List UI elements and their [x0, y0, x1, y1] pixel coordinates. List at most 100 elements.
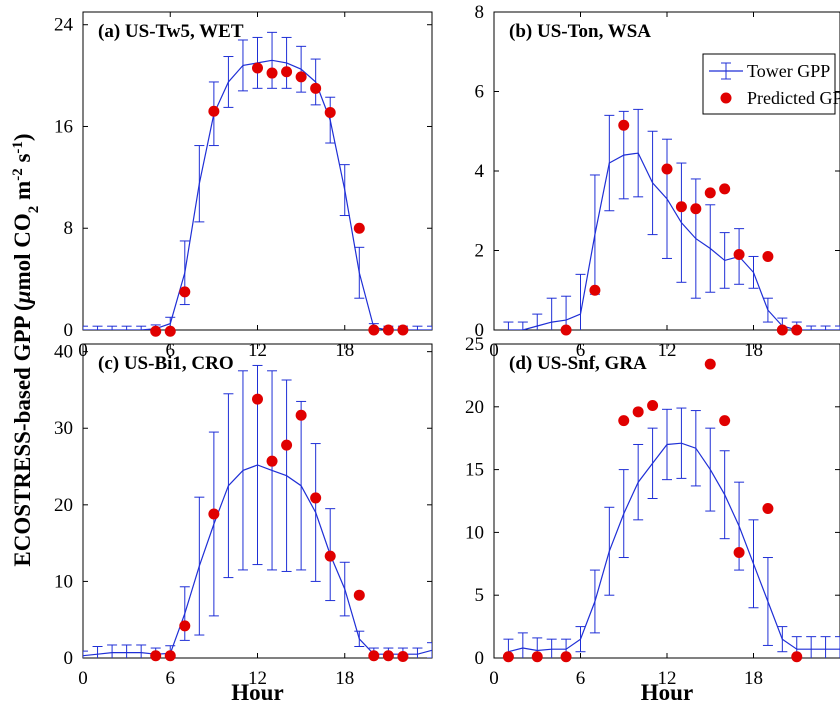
- chart-panel-4: 0 6 12 18 0 5 10 15 20 25 (d) US-Snf, GRA Hour: [465, 334, 840, 705]
- panel-title: (a) US-Tw5, WET: [98, 21, 244, 42]
- predicted-gpp-point: [266, 67, 278, 79]
- x-tick-label: 18: [744, 340, 763, 361]
- predicted-gpp-point: [179, 286, 191, 298]
- x-tick-label: 12: [248, 668, 267, 689]
- legend-entry-tower: Tower GPP: [747, 61, 830, 81]
- y-tick-label: 25: [465, 334, 484, 355]
- x-axis-label: Hour: [231, 680, 283, 705]
- predicted-gpp-point: [560, 324, 572, 336]
- y-tick-label: 0: [475, 648, 485, 669]
- plot-frame: [493, 343, 840, 659]
- y-tick-label: 24: [54, 15, 74, 36]
- predicted-gpp-point: [324, 106, 336, 118]
- legend: Tower GPP Predicted GPP: [702, 53, 840, 115]
- predicted-gpp-point: [618, 415, 630, 427]
- x-axis-label: Hour: [641, 680, 693, 705]
- x-tick-label: 0: [78, 668, 88, 689]
- predicted-gpp-point: [164, 325, 176, 337]
- predicted-gpp-point: [791, 324, 803, 336]
- y-tick-label: 6: [475, 82, 485, 103]
- predicted-gpp-point: [353, 589, 365, 601]
- legend-entry-predicted: Predicted GPP: [747, 88, 840, 108]
- predicted-gpp-point: [531, 651, 543, 663]
- predicted-gpp-point: [208, 105, 220, 117]
- predicted-gpp-point: [150, 325, 162, 337]
- predicted-gpp-point: [618, 119, 630, 131]
- predicted-gpp-point: [647, 400, 659, 412]
- x-tick-label: 12: [658, 340, 677, 361]
- plot-area: [503, 407, 840, 658]
- predicted-gpp-point: [150, 650, 162, 662]
- predicted-gpp-point: [719, 183, 731, 195]
- y-tick-label: 30: [54, 418, 73, 439]
- y-tick-label: 0: [64, 648, 74, 669]
- x-tick-label: 12: [248, 340, 267, 361]
- predicted-gpp-point: [208, 508, 220, 520]
- y-axis-label: ECOSTRESS-based GPP (μmol CO2 m-2 s-1): [10, 133, 42, 566]
- predicted-gpp-point: [164, 650, 176, 662]
- predicted-gpp-point: [733, 248, 745, 260]
- predicted-gpp-point: [382, 324, 394, 336]
- y-tick-label: 10: [54, 571, 73, 592]
- x-tick-label: 18: [744, 668, 763, 689]
- predicted-gpp-point: [310, 82, 322, 94]
- predicted-gpp-point: [382, 650, 394, 662]
- y-tick-label: 8: [64, 218, 74, 239]
- predicted-gpp-point: [733, 546, 745, 558]
- predicted-gpp-point: [353, 222, 365, 234]
- y-tick-label: 20: [54, 495, 73, 516]
- y-tick-label: 4: [475, 161, 485, 182]
- x-tick-label: 6: [576, 668, 586, 689]
- predicted-gpp-point: [281, 66, 293, 78]
- y-tick-label: 5: [475, 585, 485, 606]
- y-tick-label: 40: [54, 342, 73, 363]
- tower-gpp-line: [508, 442, 840, 653]
- legend-box: [702, 53, 836, 115]
- y-tick-label: 0: [475, 320, 485, 341]
- predicted-gpp-point: [295, 71, 307, 83]
- tower-gpp-line: [508, 152, 840, 330]
- x-tick-label: 18: [335, 668, 354, 689]
- predicted-gpp-point: [719, 415, 731, 427]
- predicted-gpp-point: [266, 455, 278, 467]
- predicted-gpp-point: [762, 250, 774, 262]
- predicted-gpp-point: [368, 324, 380, 336]
- y-tick-label: 8: [475, 2, 485, 23]
- predicted-gpp-point: [791, 651, 803, 663]
- predicted-gpp-point: [179, 620, 191, 632]
- plot-area: [503, 108, 840, 330]
- chart-panel-3: 0 6 12 18 0 10 20 30 40 (c) US-Bi1, CRO Hour: [54, 342, 433, 705]
- predicted-gpp-point: [704, 187, 716, 199]
- predicted-gpp-point: [776, 324, 788, 336]
- y-tick-label: 2: [475, 241, 485, 262]
- y-tick-label: 20: [465, 397, 484, 418]
- x-tick-label: 6: [576, 340, 586, 361]
- predicted-gpp-point: [324, 550, 336, 562]
- predicted-gpp-point: [252, 393, 263, 405]
- panel-title: (c) US-Bi1, CRO: [98, 353, 234, 374]
- predicted-gpp-point: [295, 409, 307, 421]
- predicted-gpp-point: [589, 284, 601, 296]
- x-tick-label: 6: [166, 340, 176, 361]
- x-tick-label: 18: [335, 340, 354, 361]
- y-tick-label: 10: [465, 522, 484, 543]
- y-tick-label: 15: [465, 460, 484, 481]
- predicted-gpp-point: [762, 503, 774, 515]
- predicted-gpp-point: [704, 358, 716, 370]
- predicted-gpp-point: [310, 492, 322, 504]
- x-tick-label: 6: [166, 668, 176, 689]
- predicted-gpp-point: [368, 650, 380, 662]
- predicted-gpp-point: [632, 406, 644, 418]
- predicted-gpp-point: [675, 201, 687, 213]
- predicted-gpp-point: [397, 650, 409, 662]
- plot-area: [83, 31, 432, 330]
- y-tick-label: 16: [54, 116, 73, 137]
- y-tick-label: 0: [64, 320, 74, 341]
- panel-title: (d) US-Snf, GRA: [509, 353, 647, 374]
- x-tick-label: 0: [489, 668, 499, 689]
- panel-title: (b) US-Ton, WSA: [509, 21, 651, 42]
- predicted-gpp-point: [397, 324, 409, 336]
